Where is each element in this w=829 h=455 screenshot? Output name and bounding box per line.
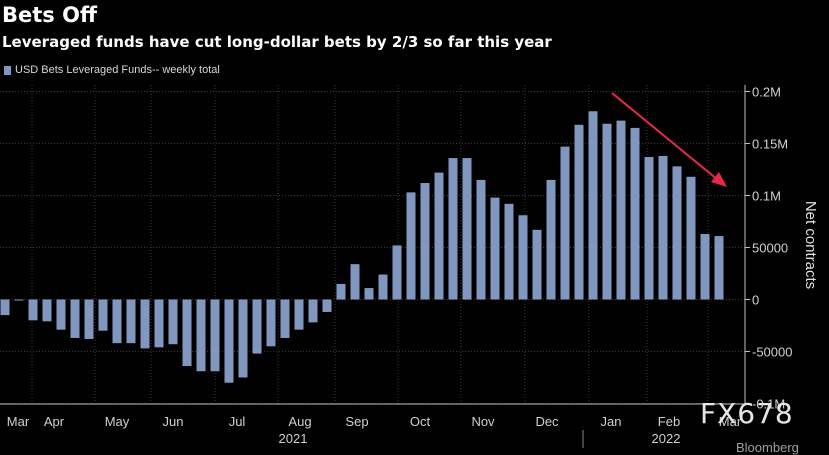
x-year-label: 2021 (279, 431, 308, 446)
bar (14, 299, 24, 301)
bar (210, 299, 220, 372)
x-tick-label: Oct (410, 414, 431, 429)
bar (490, 197, 500, 300)
legend-swatch (4, 65, 11, 75)
bar (392, 245, 402, 300)
bar (588, 111, 598, 300)
y-tick-label: 0 (752, 293, 759, 308)
y-tick-label: 0.15M (752, 137, 788, 152)
bar (224, 299, 234, 383)
bar (266, 299, 276, 347)
bar (28, 299, 38, 321)
bar (0, 299, 10, 316)
trend-arrow-head (711, 172, 727, 187)
x-tick-label: Jun (163, 414, 184, 429)
bar (308, 299, 318, 323)
bar (700, 233, 710, 300)
bar (140, 299, 150, 349)
bar (84, 299, 94, 340)
chart-title: Bets Off (2, 3, 97, 27)
x-tick-label: Dec (535, 414, 559, 429)
bar (238, 299, 248, 378)
y-tick-label: 0.1M (752, 189, 781, 204)
x-tick-label: Sep (345, 414, 368, 429)
bar (658, 155, 668, 300)
bar (476, 179, 486, 300)
bar (448, 158, 458, 300)
watermark-text: FX678 (700, 397, 794, 430)
bar (98, 299, 108, 331)
bar (70, 299, 80, 338)
bar (630, 127, 640, 300)
bar (126, 299, 136, 344)
bar (518, 215, 528, 300)
x-tick-label: Aug (288, 414, 311, 429)
bar (112, 299, 122, 344)
x-tick-label: Apr (44, 414, 65, 429)
x-tick-label: Mar (7, 414, 30, 429)
bar (420, 183, 430, 300)
bar (168, 299, 178, 345)
bar (686, 176, 696, 300)
bar (280, 299, 290, 338)
chart-subtitle: Leveraged funds have cut long-dollar bet… (2, 33, 552, 51)
x-tick-label: May (105, 414, 130, 429)
bar (574, 124, 584, 300)
bar (350, 264, 360, 300)
bar (504, 203, 514, 300)
legend: USD Bets Leveraged Funds-- weekly total (4, 64, 220, 76)
bar (42, 299, 52, 322)
y-tick-label: -50000 (752, 345, 792, 360)
source-label: Bloomberg (736, 440, 799, 455)
y-tick-label: 50000 (752, 241, 788, 256)
bar (196, 299, 206, 372)
bar (182, 299, 192, 367)
bar (336, 283, 346, 300)
x-tick-label: Nov (471, 414, 495, 429)
trend-arrow-line (611, 92, 719, 181)
bar (616, 120, 626, 300)
x-tick-label: Feb (658, 414, 680, 429)
bar (462, 158, 472, 300)
bar (322, 299, 332, 312)
bar (252, 299, 262, 354)
bar (672, 166, 682, 300)
bar (154, 299, 164, 348)
bar (532, 229, 542, 300)
x-tick-label: Mar (719, 414, 742, 429)
bar (546, 179, 556, 300)
x-year-label: 2022 (652, 431, 681, 446)
bar (364, 288, 374, 300)
y-tick-label: -0.1M (752, 397, 785, 412)
bar (560, 146, 570, 300)
bar (56, 299, 66, 330)
x-tick-label: Jul (229, 414, 246, 429)
bar (406, 192, 416, 300)
y-tick-label: 0.2M (752, 85, 781, 100)
bar (434, 172, 444, 300)
bar (602, 123, 612, 300)
x-tick-label: Jan (601, 414, 622, 429)
bar (294, 299, 304, 330)
bar (714, 236, 724, 300)
y-axis-title: Net contracts (802, 201, 819, 289)
bar (378, 274, 388, 300)
bar (644, 157, 654, 300)
legend-label: USD Bets Leveraged Funds-- weekly total (15, 64, 220, 76)
